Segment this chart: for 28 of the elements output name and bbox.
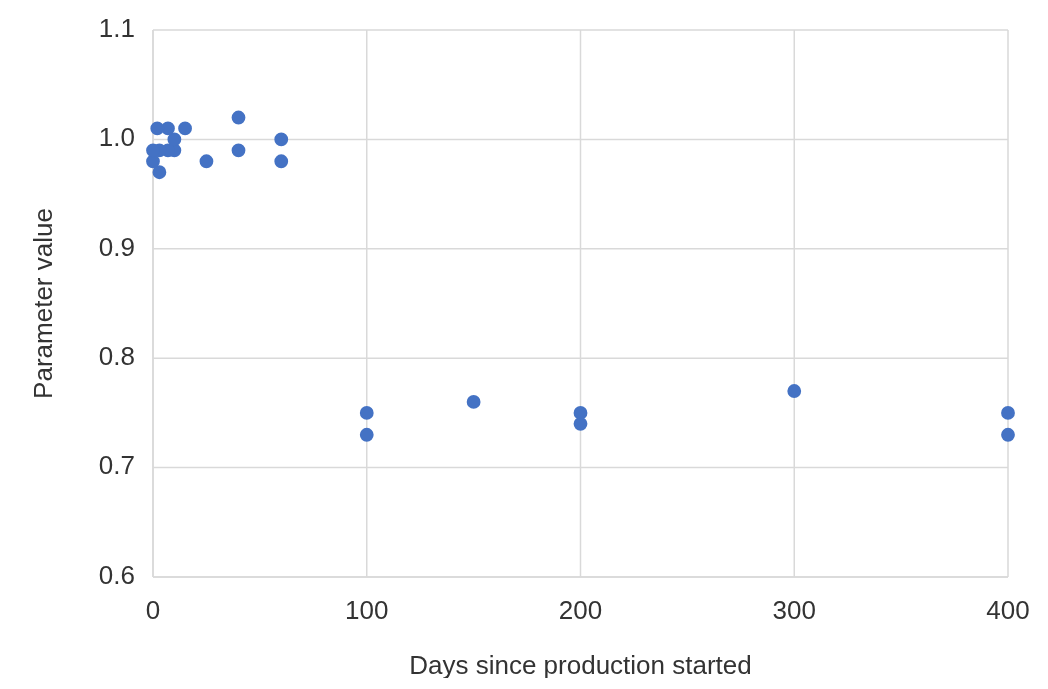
y-tick-label: 1.1 — [98, 12, 135, 43]
y-tick-label: 1.0 — [98, 122, 135, 153]
point — [274, 132, 289, 147]
point — [359, 406, 374, 420]
y-tick-label: 0.6 — [98, 559, 135, 590]
y-axis-title: Parameter value — [28, 208, 58, 399]
point — [150, 121, 165, 136]
y-tick-label: 0.7 — [98, 450, 135, 481]
point — [231, 143, 246, 158]
point — [167, 132, 182, 147]
x-tick-label: 400 — [986, 595, 1030, 625]
point — [573, 406, 588, 420]
point — [787, 384, 802, 398]
point — [466, 395, 481, 409]
point — [359, 427, 374, 442]
point — [1001, 406, 1015, 420]
y-tick-label: 0.8 — [98, 341, 135, 372]
x-tick-label: 100 — [345, 595, 389, 625]
x-tick-label: 200 — [558, 595, 603, 625]
point — [1001, 427, 1015, 442]
x-tick-label: 0 — [145, 595, 161, 625]
point — [152, 165, 167, 180]
point — [178, 121, 192, 136]
point — [274, 154, 289, 169]
x-tick-label: 300 — [772, 595, 816, 625]
point — [231, 110, 246, 125]
point — [199, 154, 214, 169]
y-tick-label: 0.9 — [98, 231, 135, 262]
